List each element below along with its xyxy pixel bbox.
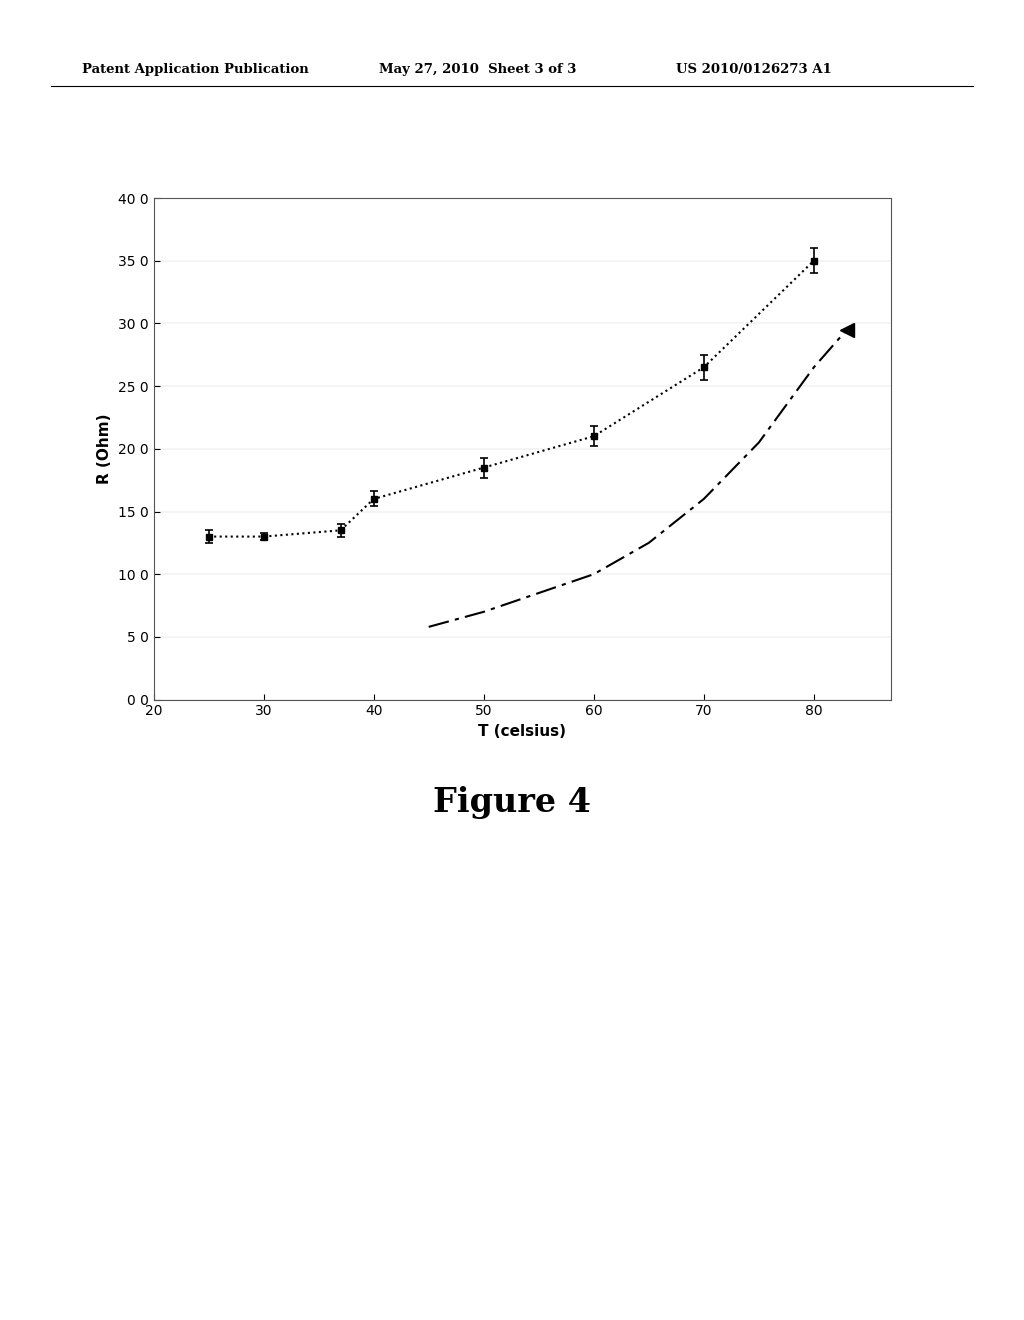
Text: Patent Application Publication: Patent Application Publication bbox=[82, 62, 308, 75]
Text: May 27, 2010  Sheet 3 of 3: May 27, 2010 Sheet 3 of 3 bbox=[379, 62, 577, 75]
Text: Figure 4: Figure 4 bbox=[433, 785, 591, 818]
Text: US 2010/0126273 A1: US 2010/0126273 A1 bbox=[676, 62, 831, 75]
Y-axis label: R (Ohm): R (Ohm) bbox=[97, 413, 113, 484]
X-axis label: T (celsius): T (celsius) bbox=[478, 723, 566, 739]
